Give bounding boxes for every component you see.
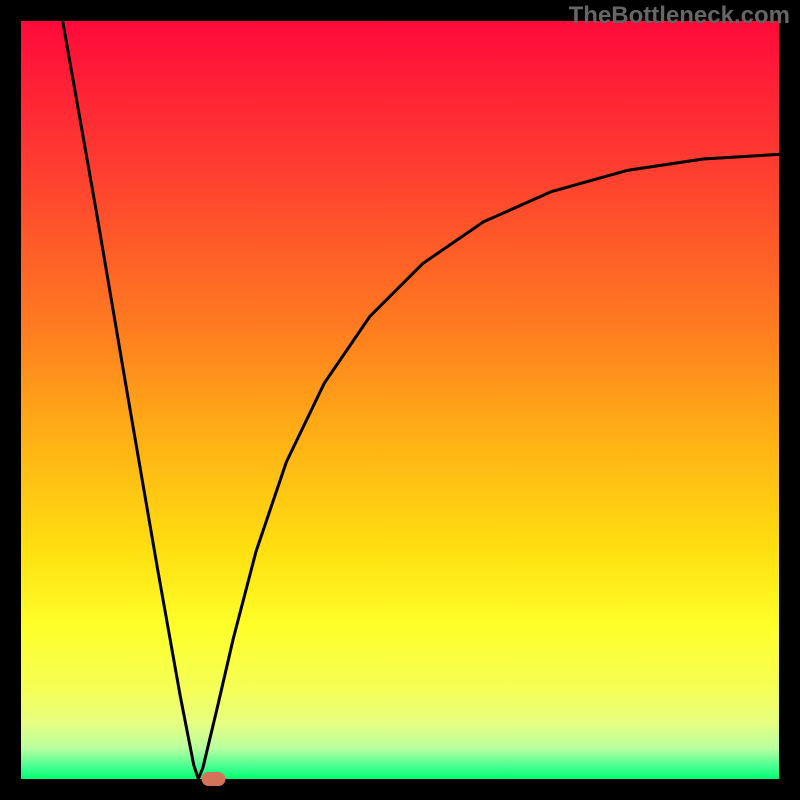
chart-container: TheBottleneck.com xyxy=(0,0,800,800)
chart-svg xyxy=(0,0,800,800)
optimum-marker xyxy=(202,772,226,786)
plot-background xyxy=(21,21,779,779)
watermark-text: TheBottleneck.com xyxy=(569,2,790,30)
